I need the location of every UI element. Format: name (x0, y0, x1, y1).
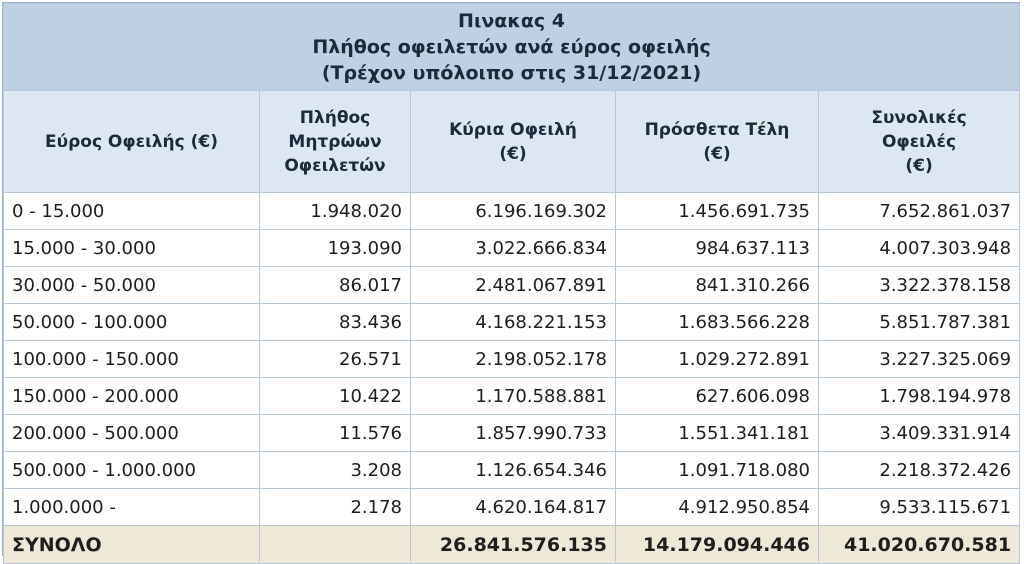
header-debt-range: Εύρος Οφειλής (€) (3, 90, 260, 193)
range-cell: 15.000 - 30.000 (3, 229, 260, 267)
overall-cell: 7.652.861.037 (817, 192, 1021, 230)
header-total-debt-line: Συνολικές (871, 107, 967, 128)
table-row: 500.000 - 1.000.000 3.208 1.126.654.346 1.0… (3, 451, 1021, 489)
range-cell: 50.000 - 100.000 (3, 303, 260, 341)
header-total-debt-line: Οφειλές (881, 131, 957, 152)
header-total-debt: Συνολικές Οφειλές (€) (817, 90, 1021, 193)
overall-cell: 3.409.331.914 (817, 414, 1021, 452)
header-principal-debt-line: (€) (499, 143, 527, 164)
total-label: ΣΥΝΟΛΟ (3, 525, 260, 564)
range-cell: 1.000.000 - (3, 488, 260, 526)
fees-cell: 1.029.272.891 (615, 340, 819, 378)
count-cell: 193.090 (259, 229, 411, 267)
fees-cell: 627.606.098 (615, 377, 819, 415)
principal-cell: 4.168.221.153 (410, 303, 616, 341)
principal-cell: 4.620.164.817 (410, 488, 616, 526)
count-cell: 83.436 (259, 303, 411, 341)
total-fees-cell: 14.179.094.446 (615, 525, 819, 564)
principal-cell: 6.196.169.302 (410, 192, 616, 230)
count-cell: 3.208 (259, 451, 411, 489)
principal-cell: 2.481.067.891 (410, 266, 616, 304)
count-cell: 86.017 (259, 266, 411, 304)
column-header-row: Εύρος Οφειλής (€) Πλήθος Μητρώων Οφειλετών Κ… (3, 90, 1021, 193)
count-cell: 2.178 (259, 488, 411, 526)
header-principal-debt: Κύρια Οφειλή (€) (410, 90, 616, 193)
header-total-debt-line: (€) (905, 155, 933, 176)
table-body: 0 - 15.000 1.948.020 6.196.169.302 1.456.69… (3, 192, 1021, 526)
range-cell: 500.000 - 1.000.000 (3, 451, 260, 489)
fees-cell: 1.683.566.228 (615, 303, 819, 341)
header-additional-fees-line: (€) (703, 143, 731, 164)
table-row: 15.000 - 30.000 193.090 3.022.666.834 984.6… (3, 229, 1021, 267)
principal-cell: 2.198.052.178 (410, 340, 616, 378)
overall-cell: 5.851.787.381 (817, 303, 1021, 341)
header-debtor-count-line: Πλήθος (299, 107, 371, 128)
range-cell: 30.000 - 50.000 (3, 266, 260, 304)
header-debtor-count-line: Οφειλετών (284, 155, 386, 176)
total-overall-cell: 41.020.670.581 (817, 525, 1021, 564)
overall-cell: 1.798.194.978 (817, 377, 1021, 415)
total-principal-cell: 26.841.576.135 (410, 525, 616, 564)
principal-cell: 1.857.990.733 (410, 414, 616, 452)
table-title-line-3: (Τρέχον υπόλοιπο στις 31/12/2021) (321, 62, 702, 84)
count-cell: 10.422 (259, 377, 411, 415)
header-principal-debt-line: Κύρια Οφειλή (449, 119, 577, 140)
table-row: 30.000 - 50.000 86.017 2.481.067.891 841.31… (3, 266, 1021, 304)
header-additional-fees: Πρόσθετα Τέλη (€) (615, 90, 819, 193)
table-title-line-2: Πλήθος οφειλετών ανά εύρος οφειλής (312, 36, 711, 58)
header-additional-fees-line: Πρόσθετα Τέλη (644, 119, 790, 140)
overall-cell: 2.218.372.426 (817, 451, 1021, 489)
total-count-cell (259, 525, 411, 564)
debt-range-table: Πινακας 4 Πλήθος οφειλετών ανά εύρος οφε… (2, 3, 1021, 564)
table-row: 1.000.000 -2.178 4.620.164.817 4.912.950.8… (3, 488, 1021, 526)
table-row: 0 - 15.000 1.948.020 6.196.169.302 1.456.69… (3, 192, 1021, 230)
fees-cell: 4.912.950.854 (615, 488, 819, 526)
principal-cell: 3.022.666.834 (410, 229, 616, 267)
fees-cell: 984.637.113 (615, 229, 819, 267)
header-debtor-count-line: Μητρώων (288, 131, 382, 152)
count-cell: 11.576 (259, 414, 411, 452)
overall-cell: 3.322.378.158 (817, 266, 1021, 304)
fees-cell: 841.310.266 (615, 266, 819, 304)
count-cell: 1.948.020 (259, 192, 411, 230)
fees-cell: 1.456.691.735 (615, 192, 819, 230)
table-title-line-1: Πινακας 4 (458, 10, 565, 32)
principal-cell: 1.170.588.881 (410, 377, 616, 415)
table-row: 200.000 - 500.000 11.576 1.857.990.733 1.55… (3, 414, 1021, 452)
range-cell: 0 - 15.000 (3, 192, 260, 230)
table-row: 50.000 - 100.000 83.436 4.168.221.153 1.683… (3, 303, 1021, 341)
table-title: Πινακας 4 Πλήθος οφειλετών ανά εύρος οφε… (2, 3, 1021, 91)
header-debtor-count: Πλήθος Μητρώων Οφειλετών (259, 90, 411, 193)
overall-cell: 3.227.325.069 (817, 340, 1021, 378)
fees-cell: 1.091.718.080 (615, 451, 819, 489)
table-row: 150.000 - 200.000 10.422 1.170.588.881 627.… (3, 377, 1021, 415)
fees-cell: 1.551.341.181 (615, 414, 819, 452)
range-cell: 150.000 - 200.000 (3, 377, 260, 415)
total-row: ΣΥΝΟΛΟ 26.841.576.135 14.179.094.446 41.… (3, 525, 1021, 564)
table-row: 100.000 - 150.000 26.571 2.198.052.178 1.02… (3, 340, 1021, 378)
header-debt-range-line: Εύρος Οφειλής (€) (45, 131, 218, 152)
range-cell: 100.000 - 150.000 (3, 340, 260, 378)
principal-cell: 1.126.654.346 (410, 451, 616, 489)
count-cell: 26.571 (259, 340, 411, 378)
overall-cell: 4.007.303.948 (817, 229, 1021, 267)
range-cell: 200.000 - 500.000 (3, 414, 260, 452)
overall-cell: 9.533.115.671 (817, 488, 1021, 526)
